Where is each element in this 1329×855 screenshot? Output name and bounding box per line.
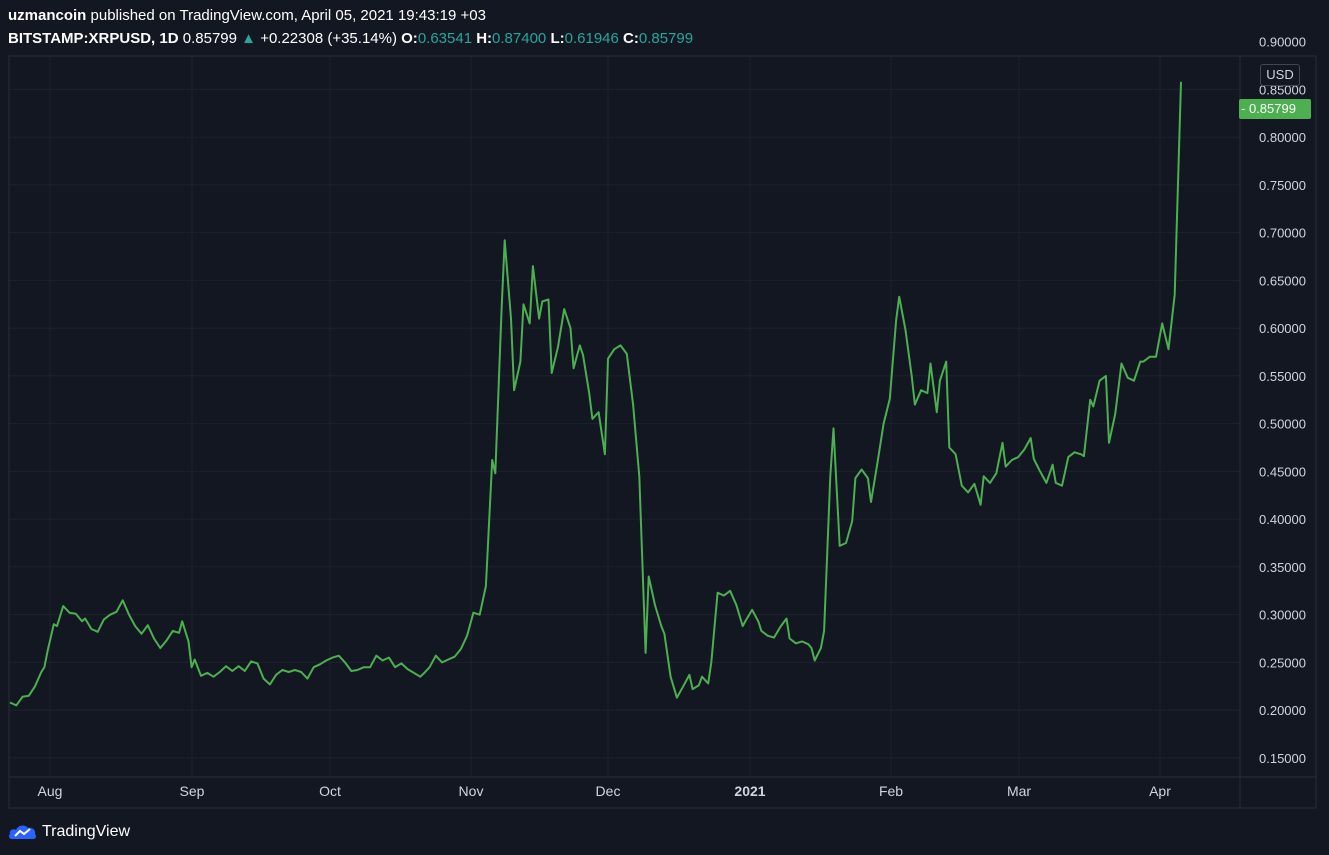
ohlc-legend: BITSTAMP:XRPUSD, 1D 0.85799 ▲ +0.22308 (…	[8, 30, 693, 47]
y-tick-label: 0.40000	[1259, 512, 1306, 527]
y-tick-label: 0.80000	[1259, 130, 1306, 145]
x-tick-label: Sep	[180, 783, 205, 799]
currency-badge[interactable]: USD	[1260, 64, 1300, 86]
last-price: 0.85799	[182, 30, 237, 47]
y-tick-label: 0.65000	[1259, 273, 1306, 288]
y-tick-label: 0.30000	[1259, 608, 1306, 623]
chart-frame	[8, 55, 1317, 809]
high-value: 0.87400	[492, 30, 547, 47]
x-tick-label: Apr	[1149, 783, 1171, 799]
price-change: +0.22308 (+35.14%)	[260, 30, 397, 47]
brand-name: TradingView	[42, 823, 131, 840]
price-line	[9, 81, 1182, 707]
y-tick-label: 0.25000	[1259, 655, 1306, 670]
open-label: O:	[401, 30, 418, 47]
close-label: C:	[623, 30, 639, 47]
price-axis[interactable]: 0.15000 0.20000 0.25000 0.30000 0.35000 0.400…	[1259, 35, 1306, 766]
x-tick-label: Dec	[596, 783, 621, 799]
time-axis[interactable]: Aug Sep Oct Nov Dec 2021 Feb Mar Apr	[38, 783, 1172, 799]
up-arrow-icon: ▲	[241, 30, 257, 47]
symbol-label: BITSTAMP:XRPUSD, 1D	[8, 30, 179, 47]
x-tick-label: Aug	[38, 783, 63, 799]
publish-info: uzmancoin published on TradingView.com, …	[8, 7, 486, 24]
y-tick-label: 0.20000	[1259, 703, 1306, 718]
x-tick-label: Feb	[879, 783, 903, 799]
last-price-label: - 0.85799	[1239, 99, 1311, 119]
close-value: 0.85799	[638, 30, 694, 47]
open-value: 0.63541	[417, 30, 473, 47]
chart-border	[8, 55, 1317, 809]
x-tick-label: Oct	[319, 783, 341, 799]
y-tick-label: 0.35000	[1259, 560, 1306, 575]
y-tick-label: 0.45000	[1259, 464, 1306, 479]
x-tick-label: 2021	[734, 783, 765, 799]
price-label-value: 0.85799	[1248, 101, 1296, 116]
y-tick-label: 0.70000	[1259, 226, 1306, 241]
y-tick-label: 0.85000	[1259, 82, 1306, 97]
low-value: 0.61946	[564, 30, 619, 47]
high-label: H:	[476, 30, 493, 47]
x-tick-label: Mar	[1007, 783, 1031, 799]
y-tick-label: 0.75000	[1259, 178, 1306, 193]
chart-grid	[9, 56, 1240, 777]
author-name[interactable]: uzmancoin	[8, 7, 87, 24]
y-tick-label: 0.50000	[1259, 417, 1306, 432]
x-tick-label: Nov	[459, 783, 484, 799]
y-tick-label: 0.15000	[1259, 751, 1306, 766]
price-label-dash: -	[1241, 101, 1249, 116]
y-tick-label: 0.60000	[1259, 321, 1306, 336]
y-tick-label: 0.55000	[1259, 369, 1306, 384]
y-tick-label: 0.90000	[1259, 35, 1306, 50]
low-label: L:	[550, 30, 565, 47]
published-text: published on TradingView.com, April 05, …	[90, 7, 486, 24]
tradingview-logo[interactable]: TradingView	[8, 820, 130, 844]
cloud-icon	[8, 825, 37, 839]
